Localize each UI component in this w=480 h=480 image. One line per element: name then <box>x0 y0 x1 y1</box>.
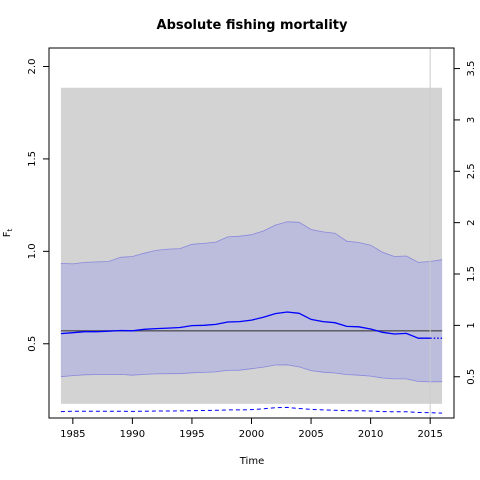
y2-tick-label: 0.5 <box>466 369 477 385</box>
y2-tick-label: 3 <box>466 117 477 123</box>
ci-band <box>60 221 443 382</box>
ci-lower-line <box>60 364 443 383</box>
y2-tick-label: 1 <box>466 322 477 328</box>
plot-area <box>60 48 443 418</box>
x-tick-label: 1995 <box>179 429 204 440</box>
x-tick-label: 2000 <box>239 429 264 440</box>
y-tick-label: 2.0 <box>27 59 38 75</box>
x-tick-label: 2015 <box>417 429 442 440</box>
x-tick-label: 2010 <box>358 429 383 440</box>
x-tick-label: 1985 <box>60 429 85 440</box>
x-axis-label: Time <box>239 456 264 467</box>
y-axis-label-sub: t <box>6 228 14 231</box>
y2-tick-label: 1.5 <box>466 266 477 282</box>
lower-dashed-line <box>60 406 443 414</box>
y-axis: 0.5 1.0 1.5 2.0 <box>27 59 49 352</box>
y-tick-label: 0.5 <box>27 336 38 352</box>
y-axis-label-main: F <box>2 231 13 237</box>
y-tick-label: 1.0 <box>27 243 38 259</box>
ci-upper-line <box>60 221 443 265</box>
y-axis-label: Ft <box>2 228 14 237</box>
x-axis: 1985 1990 1995 2000 2005 2010 2015 <box>60 418 443 440</box>
estimate-line <box>60 311 431 339</box>
y2-tick-label: 2 <box>466 219 477 225</box>
y-tick-label: 1.5 <box>27 151 38 167</box>
y2-tick-label: 3.5 <box>466 61 477 77</box>
y2-tick-label: 2.5 <box>466 163 477 179</box>
x-tick-label: 2005 <box>298 429 323 440</box>
y2-axis: 0.5 1 1.5 2 2.5 3 3.5 <box>454 61 477 385</box>
chart-title: Absolute fishing mortality <box>157 18 348 33</box>
svg-text:Ft: Ft <box>2 228 14 237</box>
x-tick-label: 1990 <box>120 429 145 440</box>
